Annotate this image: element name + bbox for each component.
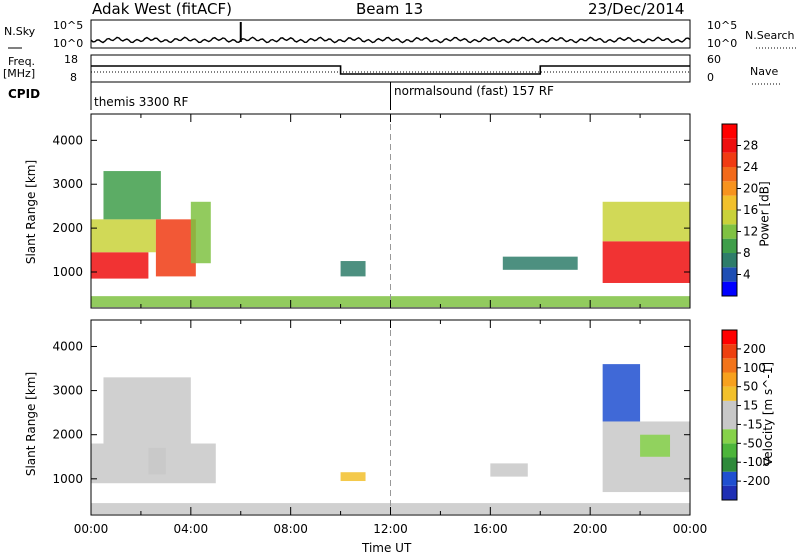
x-tick-label: 20:00 — [573, 522, 608, 536]
power-bar-swatch — [722, 281, 737, 296]
freq-unit: [MHz] — [3, 67, 36, 80]
cpid-label: CPID — [8, 87, 41, 101]
nsky-frame — [90, 19, 691, 49]
nsky-tick-top: 10^5 — [53, 19, 84, 32]
velocity-bar-swatch — [722, 443, 737, 458]
station-title: Adak West (fitACF) — [92, 0, 232, 18]
velocity-bar-swatch — [722, 471, 737, 486]
power-bar-tick-label: 20 — [743, 182, 758, 196]
x-tick-label: 12:00 — [373, 522, 408, 536]
x-tick-label: 00:00 — [74, 522, 109, 536]
power-bar-swatch — [722, 195, 737, 210]
nsky-tick-bottom: 10^0 — [53, 37, 84, 50]
power-bar-swatch — [722, 124, 737, 139]
nsky-trace — [90, 36, 691, 44]
x-tick-label: 08:00 — [273, 522, 308, 536]
velocity-bar-tick-label: -15 — [743, 417, 763, 431]
velocity-ytick-label: 4000 — [52, 339, 83, 353]
nave-tick-top: 60 — [707, 53, 721, 66]
velocity-bar-swatch — [722, 485, 737, 500]
velocity-bar-swatch — [722, 358, 737, 373]
velocity-region-7 — [602, 364, 641, 422]
cpid-segment-2: normalsound (fast) 157 RF — [394, 84, 554, 98]
velocity-region-1 — [103, 377, 191, 444]
power-bar-swatch — [722, 238, 737, 253]
velocity-bar-swatch — [722, 400, 737, 415]
power-ytick-label: 1000 — [52, 265, 83, 279]
power-bar-swatch — [722, 224, 737, 239]
velocity-region-2 — [148, 447, 166, 475]
velocity-bar-tick-label: 50 — [743, 380, 758, 394]
power-region-1 — [91, 219, 156, 253]
velocity-bar-swatch — [722, 344, 737, 359]
power-ytick-label: 4000 — [52, 133, 83, 147]
power-bar-tick-label: 24 — [743, 160, 758, 174]
velocity-region-3 — [340, 472, 366, 482]
power-region-6 — [502, 256, 578, 270]
date-title: 23/Dec/2014 — [588, 0, 685, 18]
velocity-bar-swatch — [722, 386, 737, 401]
velocity-region-4 — [490, 463, 528, 477]
power-bar-swatch — [722, 167, 737, 182]
x-axis-label: Time UT — [362, 541, 412, 555]
power-region-2 — [103, 171, 161, 220]
cpid-segment-1: themis 3300 RF — [94, 95, 189, 109]
velocity-bar-frame — [721, 329, 738, 501]
velocity-bar-tick-label: -50 — [743, 436, 763, 450]
nsearch-tick-top: 10^5 — [707, 19, 738, 32]
power-bar-tick-label: 4 — [743, 268, 751, 282]
power-bar-swatch — [722, 138, 737, 153]
x-tick-label: 16:00 — [473, 522, 508, 536]
x-tick-label: 00:00 — [673, 522, 708, 536]
power-bar-swatch — [722, 181, 737, 196]
freq-trace — [91, 65, 690, 75]
velocity-bar-swatch — [722, 429, 737, 444]
velocity-bar-swatch — [722, 330, 737, 345]
x-tick-label: 04:00 — [174, 522, 209, 536]
velocity-ytick-label: 1000 — [52, 472, 83, 486]
power-region-3 — [155, 219, 196, 277]
beam-title: Beam 13 — [356, 0, 424, 18]
velocity-region-6 — [640, 434, 671, 457]
nave-tick-bottom: 0 — [707, 71, 714, 84]
velocity-bar-tick-label: -100 — [743, 455, 770, 469]
velocity-bar-swatch — [722, 415, 737, 430]
power-bar-swatch — [722, 253, 737, 268]
freq-tick-top: 18 — [64, 53, 78, 66]
nsearch-label: N.Search — [745, 29, 795, 42]
velocity-ytick-label: 3000 — [52, 384, 83, 398]
power-bar-tick-label: 8 — [743, 246, 751, 260]
power-bar-swatch — [722, 152, 737, 167]
power-bar-swatch — [722, 210, 737, 225]
velocity-bar-swatch — [722, 457, 737, 472]
power-region-4 — [190, 201, 211, 264]
velocity-bar-tick-label: 100 — [743, 361, 766, 375]
power-bar-tick-label: 12 — [743, 225, 758, 239]
freq-label: Freq. — [8, 55, 36, 68]
velocity-bar-tick-label: 200 — [743, 342, 766, 356]
power-region-0 — [91, 252, 149, 279]
nsearch-tick-bottom: 10^0 — [707, 37, 738, 50]
velocity-bar-tick-label: -200 — [743, 474, 770, 488]
nave-label: Nave — [750, 65, 779, 78]
power-ytick-label: 2000 — [52, 221, 83, 235]
power-region-7 — [602, 241, 690, 283]
freq-tick-bottom: 8 — [70, 71, 77, 84]
power-ytick-label: 3000 — [52, 177, 83, 191]
velocity-ytick-label: 2000 — [52, 428, 83, 442]
velocity-bar-tick-label: 15 — [743, 399, 758, 413]
power-bar-swatch — [722, 267, 737, 282]
freq-frame — [90, 54, 691, 83]
power-bar-tick-label: 16 — [743, 203, 758, 217]
power-region-8 — [602, 201, 690, 242]
power-region-5 — [340, 261, 366, 277]
nsky-label: N.Sky — [4, 25, 36, 38]
power-bar-tick-label: 28 — [743, 139, 758, 153]
velocity-bar-swatch — [722, 372, 737, 387]
